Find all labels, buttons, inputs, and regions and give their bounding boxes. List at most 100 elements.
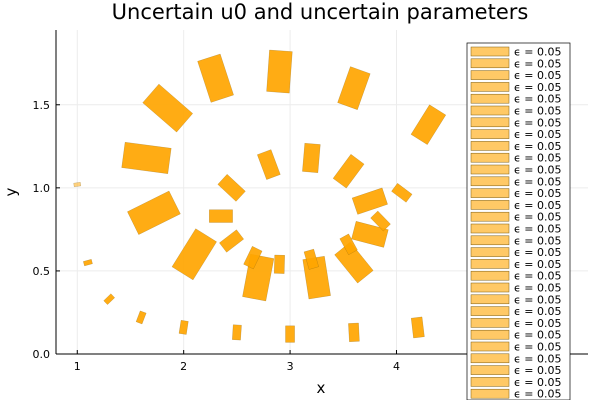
uncertainty-box [135,310,147,325]
ticks: 1 2 3 4 0.0 0.5 1.0 1.5 [33,99,400,373]
x-tick-label: 1 [74,360,81,373]
uncertainty-box [217,174,246,202]
legend-swatch [470,141,510,151]
legend-entry-label: ϵ = 0.05 [514,187,561,200]
uncertainty-box [243,246,263,270]
legend-swatch [470,388,510,399]
legend-entry-label: ϵ = 0.05 [514,246,561,259]
chart-title: Uncertain u0 and uncertain parameters [112,0,529,24]
x-axis-label: x [317,379,326,397]
legend-entry-label: ϵ = 0.05 [514,105,561,118]
legend-entry-label: ϵ = 0.05 [514,93,561,106]
legend-entry-label: ϵ = 0.05 [514,116,561,129]
legend-swatch [470,318,510,328]
legend-entry-label: ϵ = 0.05 [514,211,561,224]
legend-swatch [470,211,510,222]
uncertainty-box [142,83,193,133]
legend-entry-label: ϵ = 0.05 [514,305,561,318]
legend-entry-label: ϵ = 0.05 [514,199,561,212]
legend-entry-label: ϵ = 0.05 [514,57,561,70]
legend-swatch [470,93,510,104]
legend-entry-label: ϵ = 0.05 [514,258,561,271]
legend-swatch [470,82,510,92]
y-tick-label: 1.0 [33,182,51,195]
legend-entry-label: ϵ = 0.05 [514,234,561,247]
legend-entry-label: ϵ = 0.05 [514,341,561,354]
legend-swatch [470,306,510,316]
uncertainty-box [273,254,285,274]
legend-entry-label: ϵ = 0.05 [514,364,561,377]
legend-swatch [470,70,510,80]
legend-entry-label: ϵ = 0.05 [514,376,561,389]
uncertainty-box [351,187,388,215]
legend-entry-label: ϵ = 0.05 [514,69,561,82]
uncertainty-box [266,49,293,94]
uncertainty-box [178,320,189,335]
legend-entry-label: ϵ = 0.05 [514,175,561,188]
uncertainty-box [219,229,244,253]
legend-entry-label: ϵ = 0.05 [514,329,561,342]
legend-swatch [470,270,510,281]
legend-swatch [470,247,510,257]
uncertainty-box [285,325,295,343]
legend-swatch [470,294,510,305]
uncertainty-box [339,233,358,256]
legend-entry-label: ϵ = 0.05 [514,152,561,165]
uncertainty-box [332,154,365,189]
legend-entry-label: ϵ = 0.05 [514,282,561,295]
legend-swatch [470,176,510,187]
y-tick-label: 0.0 [33,348,51,361]
legend-entry-label: ϵ = 0.05 [514,317,561,330]
uncertainty-box [337,66,371,110]
legend-swatch [470,188,510,198]
uncertainty-box [257,149,281,180]
uncertainty-box [303,248,319,270]
uncertainty-box [410,104,447,145]
legend-swatch [470,259,510,269]
legend-entry-label: ϵ = 0.05 [514,164,561,177]
legend-entry-label: ϵ = 0.05 [514,140,561,153]
x-tick-label: 4 [393,360,400,373]
legend-swatch [470,223,510,234]
legend-swatch [470,200,510,210]
legend-swatch [470,282,510,293]
uncertainty-box [103,293,115,305]
legend-entry-label: ϵ = 0.05 [514,293,561,306]
legend-swatch [470,235,510,246]
legend-swatch [470,377,510,387]
x-tick-label: 3 [287,360,294,373]
uncertainty-box [127,190,181,235]
legend-swatch [470,129,510,139]
uncertainty-box [83,259,93,267]
uncertainty-box [197,53,234,103]
legend-swatch [470,164,510,175]
uncertainty-box [351,221,389,248]
legend-entry-label: ϵ = 0.05 [514,223,561,236]
y-tick-label: 0.5 [33,265,51,278]
uncertainty-box [348,322,360,343]
uncertainty-box [171,228,217,281]
uncertainty-box [302,142,321,173]
legend-swatch [470,46,510,57]
uncertainty-box [410,316,425,339]
legend-entry-label: ϵ = 0.05 [514,352,561,365]
legend-entry-label: ϵ = 0.05 [514,128,561,141]
y-axis-label: y [2,187,20,196]
uncertainty-box [121,141,172,174]
uncertainty-box [370,210,391,232]
legend-swatch [470,152,510,163]
legend-entry-label: ϵ = 0.05 [514,270,561,283]
legend-swatch [470,353,510,364]
x-tick-label: 2 [180,360,187,373]
y-tick-label: 1.5 [33,99,51,112]
legend-swatch [470,105,510,116]
legend: ϵ = 0.05ϵ = 0.05ϵ = 0.05ϵ = 0.05ϵ = 0.05… [466,42,571,400]
uncertainty-box [391,183,413,203]
legend-swatch [470,329,510,340]
uncertainty-box [73,182,82,188]
uncertainty-box [209,209,233,223]
uncertainty-box [232,324,242,341]
legend-entry-label: ϵ = 0.05 [514,46,561,59]
legend-entry-label: ϵ = 0.05 [514,81,561,94]
